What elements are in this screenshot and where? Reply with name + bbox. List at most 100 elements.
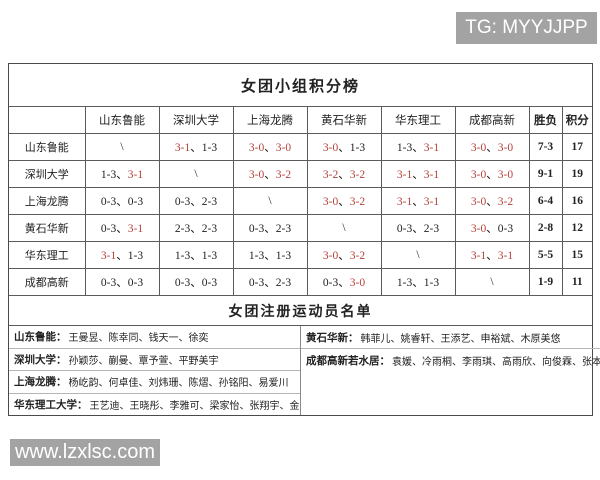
result-score-loss: 1-3: [275, 249, 292, 262]
roster-team-label: 深圳大学：: [14, 354, 67, 366]
result-cell: \: [158, 159, 234, 188]
result-score-win: 3-0: [248, 141, 265, 154]
result-score-loss: 0-3: [100, 276, 117, 289]
result-separator: 、: [116, 195, 128, 208]
result-separator: 、: [264, 276, 276, 289]
result-score-win: 3-2: [322, 168, 339, 181]
team-cell: 成都高新: [8, 267, 86, 296]
result-score-win: 3-0: [322, 195, 339, 208]
result-score-loss: 0-3: [396, 222, 413, 235]
result-score-loss: 0-3: [248, 276, 265, 289]
standings-row: 上海龙腾 0-3、0-3 0-3、2-3 \ 3-0、3-2 3-1、3-1 3-0、3-2…: [8, 186, 593, 215]
result-cell: 1-3、3-1: [380, 132, 456, 161]
result-cell: 2-3、2-3: [158, 213, 234, 242]
column-header: 深圳大学: [158, 106, 234, 134]
result-score-loss: 0-3: [127, 195, 144, 208]
result-cell: 3-1、3-1: [454, 240, 530, 269]
result-separator: 、: [486, 168, 498, 181]
result-score-win: 3-0: [275, 141, 292, 154]
result-score-win: 3-1: [470, 249, 487, 262]
team-cell: 深圳大学: [8, 159, 86, 188]
roster-players: 王曼昱、陈幸同、钱天一、徐奕: [68, 333, 209, 345]
points-cell: 12: [561, 213, 593, 242]
result-score-win: 3-0: [248, 168, 265, 181]
roster-players: 王艺迪、王晓彤、李雅可、梁家怡、张翔宇、金梦妍: [89, 400, 301, 412]
result-separator: 、: [486, 222, 498, 235]
slash-mark: \: [194, 167, 198, 180]
result-score-win: 3-1: [396, 168, 413, 181]
team-cell: 上海龙腾: [8, 186, 86, 215]
roster-players: 袁媛、冷雨桐、李雨琪、高雨欣、向俊霖、张本美和: [392, 356, 600, 368]
result-cell: 0-3、2-3: [232, 213, 308, 242]
result-cell: 3-0、3-0: [454, 132, 530, 161]
result-separator: 、: [264, 168, 276, 181]
result-score-win: 3-0: [470, 195, 487, 208]
roster-team-label: 华东理工大学：: [14, 399, 88, 411]
slash-mark: \: [416, 248, 420, 261]
result-score-loss: 1-3: [100, 168, 117, 181]
result-cell: \: [306, 213, 382, 242]
result-cell: 0-3、0-3: [84, 186, 160, 215]
column-header: 积分: [561, 106, 593, 134]
result-score-loss: 0-3: [100, 195, 117, 208]
record-cell: 5-5: [528, 240, 563, 269]
result-separator: 、: [264, 141, 276, 154]
result-cell: 3-0、3-2: [232, 159, 308, 188]
result-score-loss: 1-3: [201, 249, 218, 262]
standings-table: 山东鲁能 深圳大学 上海龙腾 黄石华新 华东理工 成都高新 胜负 积分 山东鲁能 \ 3-1、1-…: [8, 106, 593, 296]
result-separator: 、: [190, 222, 202, 235]
result-score-loss: 0-3: [100, 222, 117, 235]
result-score-loss: 1-3: [349, 141, 366, 154]
standings-row: 成都高新 0-3、0-3 0-3、0-3 0-3、2-3 0-3、3-0 1-3、1-3 \…: [8, 267, 593, 296]
roster-team-label: 黄石华新：: [306, 332, 359, 344]
result-separator: 、: [412, 168, 424, 181]
result-cell: 0-3、2-3: [158, 186, 234, 215]
result-cell: 3-0、0-3: [454, 213, 530, 242]
standings-title: 女团小组积分榜: [9, 64, 592, 107]
result-score-win: 3-1: [100, 249, 117, 262]
roster-players: 杨屹韵、何卓佳、刘炜珊、陈熠、孙铭阳、易爱川: [68, 378, 289, 390]
record-cell: 7-3: [528, 132, 563, 161]
standings-row: 深圳大学 1-3、3-1 \ 3-0、3-2 3-2、3-2 3-1、3-1 3-0、3-0…: [8, 159, 593, 188]
points-cell: 17: [561, 132, 593, 161]
result-separator: 、: [190, 276, 202, 289]
result-score-loss: 0-3: [248, 222, 265, 235]
result-cell: 0-3、2-3: [232, 267, 308, 296]
result-score-loss: 2-3: [174, 222, 191, 235]
result-separator: 、: [190, 195, 202, 208]
result-score-win: 3-0: [322, 141, 339, 154]
result-score-loss: 0-3: [127, 276, 144, 289]
result-score-loss: 1-3: [201, 141, 218, 154]
result-score-loss: 0-3: [497, 222, 514, 235]
result-separator: 、: [190, 141, 202, 154]
roster-empty-row: [301, 393, 600, 415]
points-cell: 11: [561, 267, 593, 296]
result-separator: 、: [412, 141, 424, 154]
result-score-loss: 2-3: [275, 276, 292, 289]
result-cell: 3-0、1-3: [306, 132, 382, 161]
site-watermark-badge: www.lzxlsc.com: [10, 439, 160, 466]
result-separator: 、: [338, 141, 350, 154]
result-score-win: 3-2: [349, 249, 366, 262]
team-cell: 黄石华新: [8, 213, 86, 242]
points-cell: 15: [561, 240, 593, 269]
score-sheet: 女团小组积分榜 山东鲁能 深圳大学 上海龙腾 黄石华新 华东理工 成都高新 胜负 积分 山东鲁…: [8, 63, 600, 416]
roster-players: 孙颖莎、蒯曼、覃予萱、平野美宇: [68, 355, 219, 367]
slash-mark: \: [490, 275, 494, 288]
result-score-loss: 0-3: [174, 276, 191, 289]
result-separator: 、: [486, 249, 498, 262]
result-cell: 0-3、3-0: [306, 267, 382, 296]
column-header: 黄石华新: [306, 106, 382, 134]
corner-cell: [8, 106, 86, 134]
result-separator: 、: [412, 222, 424, 235]
result-score-win: 3-0: [349, 276, 366, 289]
team-cell: 华东理工: [8, 240, 86, 269]
record-cell: 2-8: [528, 213, 563, 242]
roster-section: 山东鲁能： 王曼昱、陈幸同、钱天一、徐奕 深圳大学： 孙颖莎、蒯曼、覃予萱、平野美宇上…: [9, 326, 600, 415]
result-score-win: 3-2: [497, 195, 514, 208]
result-score-win: 3-2: [275, 168, 292, 181]
result-separator: 、: [412, 276, 424, 289]
result-score-loss: 1-3: [174, 249, 191, 262]
result-separator: 、: [412, 195, 424, 208]
result-separator: 、: [116, 276, 128, 289]
